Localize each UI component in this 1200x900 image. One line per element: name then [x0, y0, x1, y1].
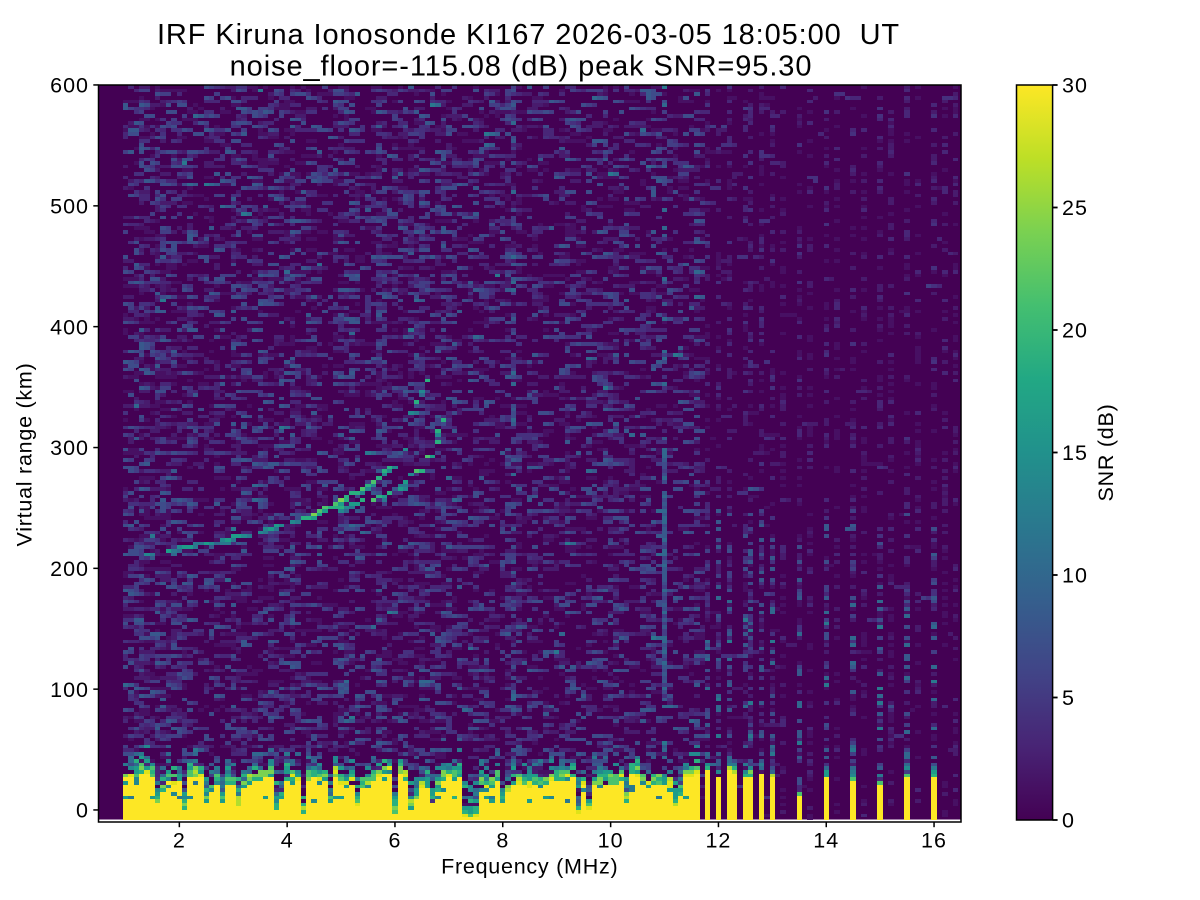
- svg-text:30: 30: [1062, 74, 1088, 98]
- svg-text:10: 10: [1062, 564, 1088, 588]
- svg-text:10: 10: [598, 829, 624, 853]
- svg-text:0: 0: [76, 799, 89, 823]
- svg-text:SNR (dB): SNR (dB): [1094, 404, 1118, 502]
- svg-text:12: 12: [705, 829, 731, 853]
- svg-text:600: 600: [50, 74, 89, 98]
- svg-text:14: 14: [813, 829, 839, 853]
- svg-text:8: 8: [496, 829, 509, 853]
- svg-text:2: 2: [173, 829, 186, 853]
- svg-text:400: 400: [50, 315, 89, 339]
- svg-text:300: 300: [50, 436, 89, 460]
- svg-text:25: 25: [1062, 196, 1088, 220]
- svg-text:IRF Kiruna Ionosonde KI167 202: IRF Kiruna Ionosonde KI167 2026-03-05 18…: [157, 19, 900, 51]
- svg-text:5: 5: [1062, 686, 1075, 710]
- svg-text:16: 16: [921, 829, 947, 853]
- svg-text:0: 0: [1062, 809, 1075, 833]
- svg-text:100: 100: [50, 678, 89, 702]
- svg-text:15: 15: [1062, 441, 1088, 465]
- svg-text:500: 500: [50, 194, 89, 218]
- svg-text:Virtual range (km): Virtual range (km): [13, 363, 37, 547]
- svg-text:noise_floor=-115.08 (dB) peak: noise_floor=-115.08 (dB) peak SNR=95.30: [230, 51, 813, 83]
- svg-text:6: 6: [389, 829, 402, 853]
- svg-text:4: 4: [281, 829, 294, 853]
- svg-text:200: 200: [50, 557, 89, 581]
- svg-text:20: 20: [1062, 319, 1088, 343]
- svg-text:Frequency (MHz): Frequency (MHz): [441, 855, 618, 879]
